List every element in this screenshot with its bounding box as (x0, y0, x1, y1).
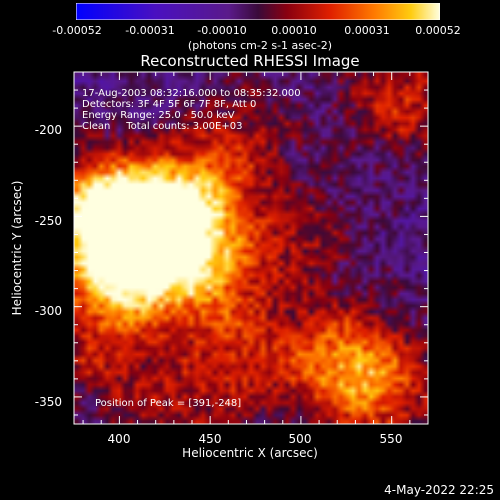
peak-position: Position of Peak = [391,-248] (95, 398, 242, 409)
timestamp: 4-May-2022 22:25 (384, 483, 494, 497)
y-tick-label: -250 (34, 214, 62, 228)
y-tick-label: -350 (34, 395, 62, 409)
energy-range: Energy Range: 25.0 - 50.0 keV (82, 110, 235, 121)
x-tick-label: 550 (379, 432, 403, 446)
colorbar-tick: -0.00031 (125, 24, 175, 37)
colorbar (76, 3, 440, 20)
heatmap-image (74, 72, 428, 424)
colorbar-tick: -0.00052 (52, 24, 102, 37)
clean-info: Clean Total counts: 3.00E+03 (82, 121, 243, 132)
y-axis-label: Heliocentric Y (arcsec) (10, 180, 24, 316)
x-tick-label: 500 (288, 432, 312, 446)
y-tick-label: -300 (34, 304, 62, 318)
y-tick-label: -200 (34, 123, 62, 137)
detectors-info: Detectors: 3F 4F 5F 6F 7F 8F, Att 0 (82, 99, 257, 110)
colorbar-tick: 0.00052 (415, 24, 461, 37)
time-range: 17-Aug-2003 08:32:16.000 to 08:35:32.000 (82, 88, 301, 99)
plot-area (74, 72, 428, 424)
colorbar-tick: -0.00010 (197, 24, 247, 37)
colorbar-tick: 0.00031 (344, 24, 390, 37)
x-tick-label: 400 (107, 432, 131, 446)
colorbar-label: (photons cm-2 s-1 asec-2) (187, 39, 333, 52)
colorbar-tick: 0.00010 (271, 24, 317, 37)
chart-title: Reconstructed RHESSI Image (140, 52, 360, 70)
x-tick-label: 450 (198, 432, 222, 446)
x-axis-label: Heliocentric X (arcsec) (182, 446, 318, 460)
